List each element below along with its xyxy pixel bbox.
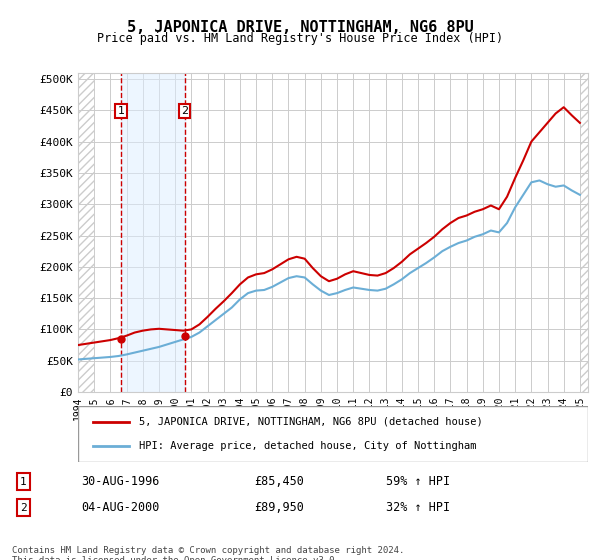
FancyBboxPatch shape <box>78 406 588 462</box>
Text: 2: 2 <box>20 502 27 512</box>
Text: £85,450: £85,450 <box>254 475 304 488</box>
Text: 2: 2 <box>181 106 188 116</box>
Text: 30-AUG-1996: 30-AUG-1996 <box>81 475 160 488</box>
Text: 1: 1 <box>118 106 125 116</box>
Bar <box>121 73 185 392</box>
Text: 5, JAPONICA DRIVE, NOTTINGHAM, NG6 8PU: 5, JAPONICA DRIVE, NOTTINGHAM, NG6 8PU <box>127 20 473 35</box>
Text: 1: 1 <box>20 477 27 487</box>
Text: HPI: Average price, detached house, City of Nottingham: HPI: Average price, detached house, City… <box>139 441 476 451</box>
Text: 04-AUG-2000: 04-AUG-2000 <box>81 501 160 514</box>
Text: 32% ↑ HPI: 32% ↑ HPI <box>386 501 451 514</box>
Text: 59% ↑ HPI: 59% ↑ HPI <box>386 475 451 488</box>
Text: 5, JAPONICA DRIVE, NOTTINGHAM, NG6 8PU (detached house): 5, JAPONICA DRIVE, NOTTINGHAM, NG6 8PU (… <box>139 417 483 427</box>
Text: £89,950: £89,950 <box>254 501 304 514</box>
Text: Price paid vs. HM Land Registry's House Price Index (HPI): Price paid vs. HM Land Registry's House … <box>97 32 503 45</box>
Text: Contains HM Land Registry data © Crown copyright and database right 2024.
This d: Contains HM Land Registry data © Crown c… <box>12 546 404 560</box>
